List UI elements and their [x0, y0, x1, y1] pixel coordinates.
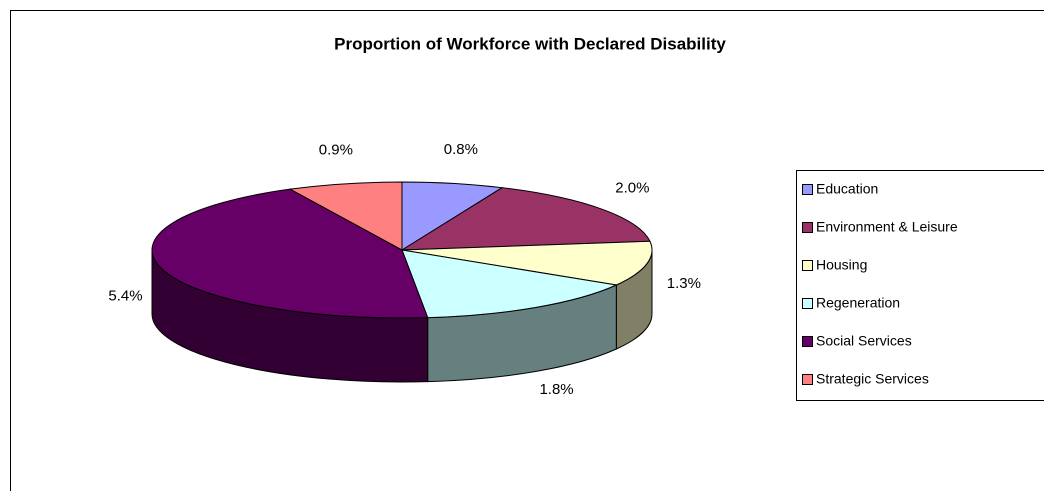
slice: [288, 181, 403, 251]
legend-label: Strategic Services: [816, 371, 929, 387]
chart-title: Proportion of Workforce with Declared Di…: [334, 34, 726, 53]
legend-label: Regeneration: [816, 295, 900, 311]
data-label: 0.8%: [444, 141, 478, 158]
legend-swatch: [802, 336, 813, 347]
slice: [400, 187, 651, 251]
slice: [151, 188, 429, 319]
slice: [401, 240, 653, 286]
legend-swatch: [802, 260, 813, 271]
legend-label: Social Services: [816, 333, 912, 349]
legend-swatch: [802, 298, 813, 309]
legend-swatch: [802, 374, 813, 385]
legend-label: Education: [816, 181, 878, 197]
legend-swatch: [802, 184, 813, 195]
legend-label: Environment & Leisure: [816, 219, 958, 235]
data-label: 5.4%: [108, 287, 142, 304]
data-label: 2.0%: [615, 180, 649, 197]
slice: [401, 249, 619, 319]
legend-swatch: [802, 222, 813, 233]
data-label: 1.3%: [667, 275, 701, 292]
legend-box: [796, 170, 1044, 401]
data-label: 1.8%: [539, 381, 573, 398]
slice-tops: [151, 181, 653, 319]
legend-label: Housing: [816, 257, 867, 273]
data-label: 0.9%: [319, 142, 353, 159]
